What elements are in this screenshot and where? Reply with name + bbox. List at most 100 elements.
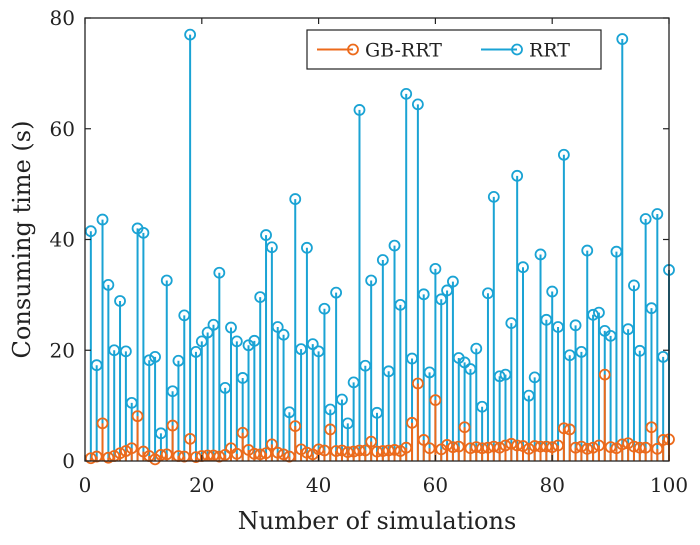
rrt-marker [184,28,197,41]
gb-rrt-marker [318,444,331,457]
legend-gb-rrt-marker [347,43,359,56]
rrt-marker [394,298,407,311]
gb-rrt-marker [160,448,173,461]
rrt-marker [295,343,307,356]
gb-rrt-marker [470,441,483,454]
rrt-marker [301,241,313,254]
gb-rrt-marker [628,440,640,453]
rrt-marker [137,226,150,239]
rrt-marker [365,274,378,287]
gb-rrt-marker [581,442,594,455]
gb-rrt-marker [365,435,378,448]
gb-rrt-marker [587,441,599,454]
gb-rrt-marker [125,442,138,455]
rrt-marker [563,349,576,362]
gb-rrt-marker [447,441,459,454]
gb-rrt-marker [517,440,529,452]
gb-rrt-marker [552,439,564,452]
gb-rrt-marker [301,446,313,459]
rrt-marker [534,248,547,261]
gb-rrt-marker [155,449,167,461]
rrt-marker [645,302,658,315]
gb-rrt-marker [499,439,512,452]
y-tick-label: 20 [50,338,75,362]
rrt-marker [458,356,471,369]
gb-rrt-marker [540,440,553,453]
rrt-marker [487,190,500,203]
rrt-marker [522,389,535,402]
rrt-marker [604,329,617,342]
gb-rrt-marker [102,451,115,464]
rrt-marker [230,335,243,348]
gb-rrt-marker [324,423,337,436]
gb-rrt-marker [271,446,284,459]
gb-rrt-marker [417,434,430,446]
gb-rrt-marker [598,368,611,381]
rrt-marker [306,338,319,351]
gb-rrt-marker [359,444,372,457]
y-tick-label: 40 [50,228,75,252]
rrt-marker [569,319,582,332]
x-tick-label: 80 [539,473,564,497]
rrt-marker [511,169,524,182]
gb-rrt-marker [388,444,401,456]
rrt-marker [517,261,529,274]
rrt-marker [178,309,191,322]
rrt-marker [289,193,302,205]
rrt-marker [388,239,401,252]
rrt-marker [108,344,121,357]
gb-rrt-marker [522,442,535,455]
gb-rrt-marker [166,419,179,432]
rrt-marker [324,403,337,416]
gb-rrt-marker [563,423,576,436]
gb-rrt-marker [114,447,126,460]
rrt-marker [470,342,483,355]
rrt-marker [411,98,424,111]
y-tick-label: 60 [50,117,75,141]
gb-rrt-marker [265,438,278,451]
rrt-marker [254,291,267,303]
gb-rrt-marker [593,439,605,452]
gb-rrt-marker [487,440,500,453]
gb-rrt-marker [476,442,489,455]
gb-rrt-marker [452,440,465,453]
gb-rrt-marker [236,426,249,439]
gb-rrt-marker [458,421,471,434]
gb-rrt-marker [406,416,418,429]
rrt-marker [125,396,138,409]
rrt-marker [312,345,325,358]
gb-rrt-marker [295,443,307,456]
rrt-marker [114,295,126,307]
gb-rrt-marker [557,422,570,435]
legend-gb-rrt-label: GB-RRT [365,40,442,62]
rrt-marker [166,385,179,398]
gb-rrt-marker [131,410,144,423]
rrt-marker [482,287,494,300]
gb-rrt-marker [341,446,354,459]
x-tick-label: 40 [306,473,331,497]
rrt-marker [628,279,640,292]
rrt-marker [207,318,220,331]
gb-rrt-marker [411,377,424,390]
gb-rrt-marker [639,441,652,454]
rrt-marker [382,365,395,378]
rrt-marker [610,245,623,258]
x-tick-label: 60 [423,473,448,497]
y-axis-label: Consuming time (s) [8,121,36,359]
rrt-marker [149,350,161,363]
rrt-marker [341,417,354,430]
rrt-marker [353,104,366,116]
gb-rrt-marker [376,445,389,457]
rrt-marker [400,87,413,100]
ticks-layer [84,17,670,462]
gb-rrt-marker [546,441,559,454]
rrt-marker [581,244,594,257]
x-tick-label: 100 [650,473,688,497]
rrt-marker [213,266,226,279]
rrt-marker [330,286,343,299]
gb-rrt-marker [336,444,348,457]
gb-rrt-marker [633,441,646,454]
gb-rrt-marker [400,441,413,454]
legend: GB-RRT RRT [306,29,602,70]
